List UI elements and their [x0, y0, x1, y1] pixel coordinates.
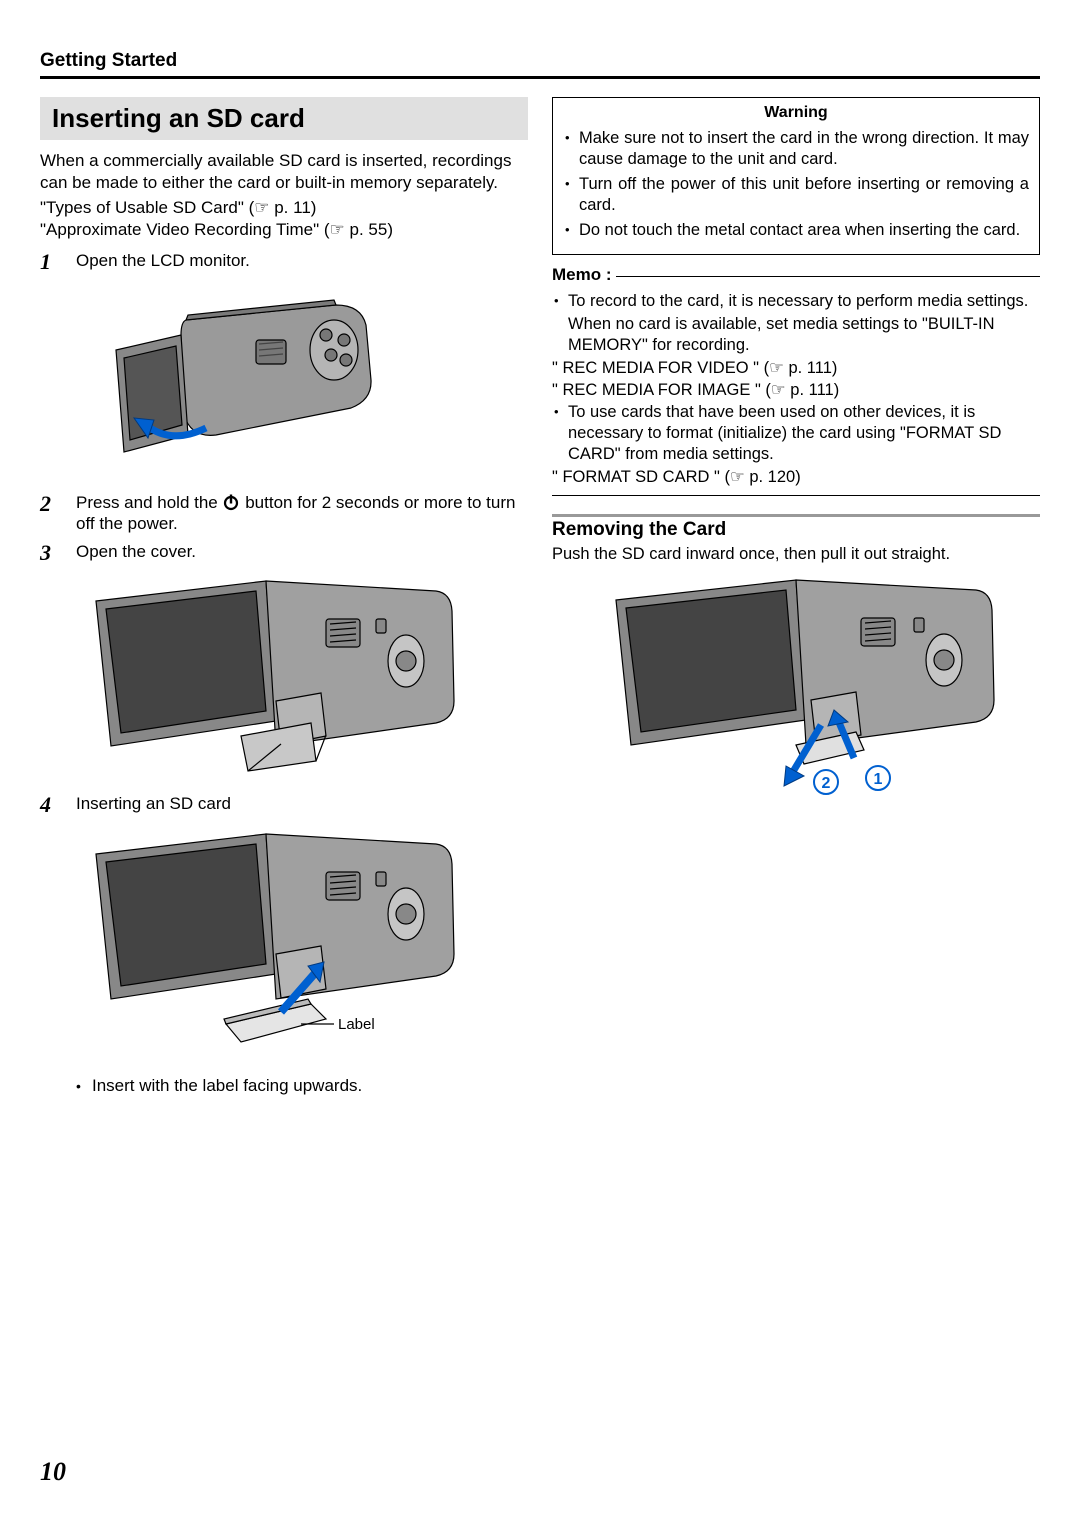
ref-link-2[interactable]: "Approximate Video Recording Time" (☞ p.… [40, 220, 528, 240]
svg-text:1: 1 [874, 771, 883, 788]
step-number: 1 [40, 250, 62, 274]
page-number: 10 [40, 1457, 66, 1487]
memo-ref-2[interactable]: " REC MEDIA FOR IMAGE " (☞ p. 111) [552, 380, 1040, 400]
step-number: 2 [40, 492, 62, 536]
memo-item-1: To record to the card, it is necessary t… [552, 291, 1040, 312]
step-4-bullets: Insert with the label facing upwards. [76, 1076, 528, 1096]
memo-item-2: To use cards that have been used on othe… [552, 402, 1040, 465]
step-1-illustration [76, 280, 528, 480]
step-text-before: Press and hold the [76, 493, 222, 512]
warning-title: Warning [563, 104, 1029, 122]
step-4: 4 Inserting an SD card [40, 793, 528, 817]
step-text: Open the LCD monitor. [76, 250, 528, 274]
step-text: Open the cover. [76, 541, 528, 565]
memo-end-rule [552, 495, 1040, 496]
right-column: Warning Make sure not to insert the card… [552, 97, 1040, 1100]
removing-heading: Removing the Card [552, 519, 1040, 541]
step-1: 1 Open the LCD monitor. [40, 250, 528, 274]
power-icon [222, 493, 240, 511]
svg-text:2: 2 [822, 775, 831, 792]
memo-header: Memo : [552, 265, 1040, 285]
chapter-header: Getting Started [40, 50, 1040, 79]
memo-ref-3[interactable]: " FORMAT SD CARD " (☞ p. 120) [552, 467, 1040, 487]
step-3: 3 Open the cover. [40, 541, 528, 565]
warning-item-1: Make sure not to insert the card in the … [563, 128, 1029, 170]
intro-text: When a commercially available SD card is… [40, 150, 528, 194]
removing-illustration: 1 2 [552, 570, 1040, 800]
memo-sub-1: When no card is available, set media set… [552, 314, 1040, 356]
removing-text: Push the SD card inward once, then pull … [552, 545, 1040, 564]
step-text: Inserting an SD card [76, 793, 528, 817]
step-2: 2 Press and hold the button for 2 second… [40, 492, 528, 536]
memo-label: Memo : [552, 265, 616, 285]
warning-item-2: Turn off the power of this unit before i… [563, 174, 1029, 216]
memo-ref-1[interactable]: " REC MEDIA FOR VIDEO " (☞ p. 111) [552, 358, 1040, 378]
step-3-illustration [76, 571, 528, 781]
removing-rule [552, 514, 1040, 517]
step-text: Press and hold the button for 2 seconds … [76, 492, 528, 536]
warning-item-3: Do not touch the metal contact area when… [563, 220, 1029, 241]
step-4-illustration: Label [76, 824, 528, 1064]
label-text: Label [338, 1016, 375, 1033]
section-title: Inserting an SD card [40, 97, 528, 140]
step-number: 3 [40, 541, 62, 565]
left-column: Inserting an SD card When a commercially… [40, 97, 528, 1100]
step-number: 4 [40, 793, 62, 817]
step-4-bullet-1: Insert with the label facing upwards. [76, 1076, 528, 1096]
memo-list: To record to the card, it is necessary t… [552, 291, 1040, 312]
ref-link-1[interactable]: "Types of Usable SD Card" (☞ p. 11) [40, 198, 528, 218]
memo-list-2: To use cards that have been used on othe… [552, 402, 1040, 465]
warning-box: Warning Make sure not to insert the card… [552, 97, 1040, 255]
